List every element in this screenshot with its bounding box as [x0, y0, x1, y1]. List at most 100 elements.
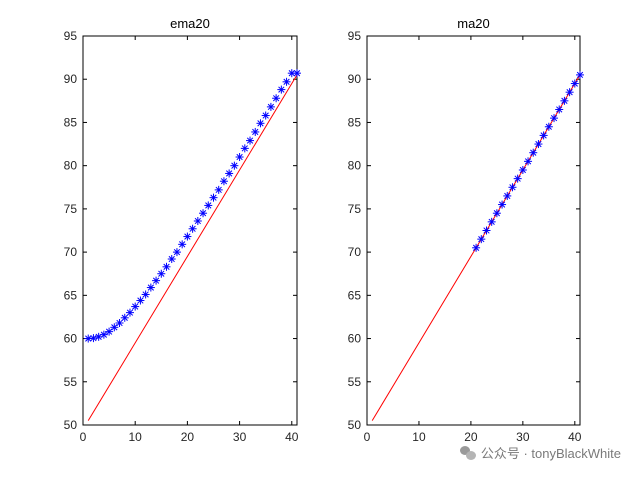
data-point-ema20 — [204, 201, 213, 210]
data-point-ma20 — [524, 157, 533, 166]
marker-stroke — [210, 194, 217, 201]
marker-stroke — [257, 120, 264, 127]
y-tick-label: 75 — [348, 202, 362, 216]
data-point-ema20 — [277, 85, 286, 94]
data-point-ma20 — [498, 200, 507, 209]
x-tick-label: 10 — [412, 430, 426, 444]
wechat-icon — [459, 445, 476, 460]
marker-stroke — [132, 303, 139, 310]
data-point-ma20 — [492, 209, 501, 218]
marker-stroke — [478, 235, 485, 243]
y-tick-label: 85 — [348, 115, 362, 129]
marker-stroke — [121, 314, 128, 321]
marker-stroke — [152, 277, 160, 284]
y-tick-label: 70 — [64, 245, 78, 259]
marker-stroke — [488, 218, 495, 226]
data-point-ema20 — [188, 224, 197, 233]
y-tick-label: 55 — [64, 375, 78, 389]
data-point-ma20 — [534, 140, 543, 149]
x-tick-label: 30 — [516, 430, 530, 444]
marker-stroke — [105, 328, 113, 335]
marker-stroke — [184, 233, 191, 240]
data-point-ema20 — [246, 136, 255, 145]
marker-stroke — [220, 178, 228, 185]
marker-stroke — [561, 97, 568, 104]
y-tick-label: 80 — [348, 159, 362, 173]
data-point-ema20 — [256, 119, 265, 128]
marker-stroke — [116, 319, 123, 327]
data-point-ema20 — [152, 276, 161, 285]
marker-stroke — [241, 145, 248, 152]
marker-stroke — [90, 334, 97, 342]
data-point-ema20 — [199, 209, 208, 218]
data-point-ma20 — [550, 114, 559, 123]
x-tick-label: 40 — [285, 430, 299, 444]
data-point-ema20 — [110, 323, 119, 332]
data-point-ema20 — [183, 232, 192, 241]
marker-stroke — [540, 132, 547, 139]
marker-stroke — [272, 95, 280, 102]
data-point-ema20 — [219, 177, 228, 186]
x-tick-label: 20 — [181, 430, 195, 444]
data-point-ema20 — [115, 318, 124, 327]
marker-stroke — [524, 158, 532, 165]
marker-stroke — [194, 217, 201, 225]
marker-stroke — [100, 331, 108, 338]
y-tick-label: 90 — [348, 72, 362, 86]
data-point-ema20 — [136, 296, 145, 305]
y-tick-label: 50 — [348, 418, 362, 432]
data-point-ema20 — [240, 144, 249, 153]
marker-stroke — [246, 137, 254, 144]
data-point-ma20 — [529, 148, 538, 157]
data-point-ema20 — [261, 111, 270, 120]
data-point-ma20 — [513, 174, 522, 183]
x-tick-label: 0 — [364, 430, 371, 444]
data-point-ema20 — [225, 169, 234, 178]
data-point-ema20 — [293, 69, 301, 78]
watermark-text: 公众号 · tonyBlackWhite — [480, 446, 621, 461]
chart-title: ema20 — [170, 16, 210, 31]
marker-stroke — [111, 324, 118, 331]
marker-stroke — [189, 225, 196, 232]
data-point-ema20 — [282, 77, 291, 86]
marker-stroke — [571, 80, 578, 87]
marker-stroke — [576, 71, 584, 79]
y-tick-label: 70 — [348, 245, 362, 259]
x-tick-label: 10 — [129, 430, 143, 444]
chart-title: ma20 — [457, 16, 490, 31]
marker-stroke — [283, 78, 290, 85]
x-tick-label: 40 — [568, 430, 582, 444]
data-point-ema20 — [266, 102, 275, 111]
marker-stroke — [142, 291, 149, 298]
marker-stroke — [252, 128, 259, 136]
data-point-ema20 — [172, 248, 181, 257]
data-point-ma20 — [518, 165, 527, 174]
data-point-ema20 — [251, 127, 260, 136]
data-point-ema20 — [178, 240, 187, 249]
data-point-ema20 — [209, 193, 218, 202]
marker-stroke — [205, 202, 212, 209]
data-point-ema20 — [167, 255, 176, 264]
marker-stroke — [278, 86, 285, 93]
data-point-ema20 — [131, 302, 140, 311]
data-point-ema20 — [120, 313, 129, 322]
data-point-ema20 — [141, 290, 150, 299]
marker-stroke — [293, 70, 301, 77]
marker-stroke — [173, 248, 181, 256]
marker-stroke — [550, 114, 558, 122]
y-tick-label: 75 — [64, 202, 78, 216]
marker-stroke — [514, 175, 521, 182]
data-point-ema20 — [157, 269, 166, 278]
y-tick-label: 55 — [348, 375, 362, 389]
data-point-ma20 — [487, 217, 496, 226]
data-point-ma20 — [570, 79, 579, 88]
data-point-ema20 — [89, 334, 98, 343]
plot-area-frame — [82, 35, 298, 426]
y-tick-label: 65 — [64, 288, 78, 302]
marker-stroke — [509, 184, 516, 191]
data-point-ma20 — [576, 70, 584, 79]
y-tick-label: 60 — [64, 332, 78, 346]
data-point-ema20 — [125, 308, 134, 317]
data-point-ema20 — [146, 283, 155, 292]
